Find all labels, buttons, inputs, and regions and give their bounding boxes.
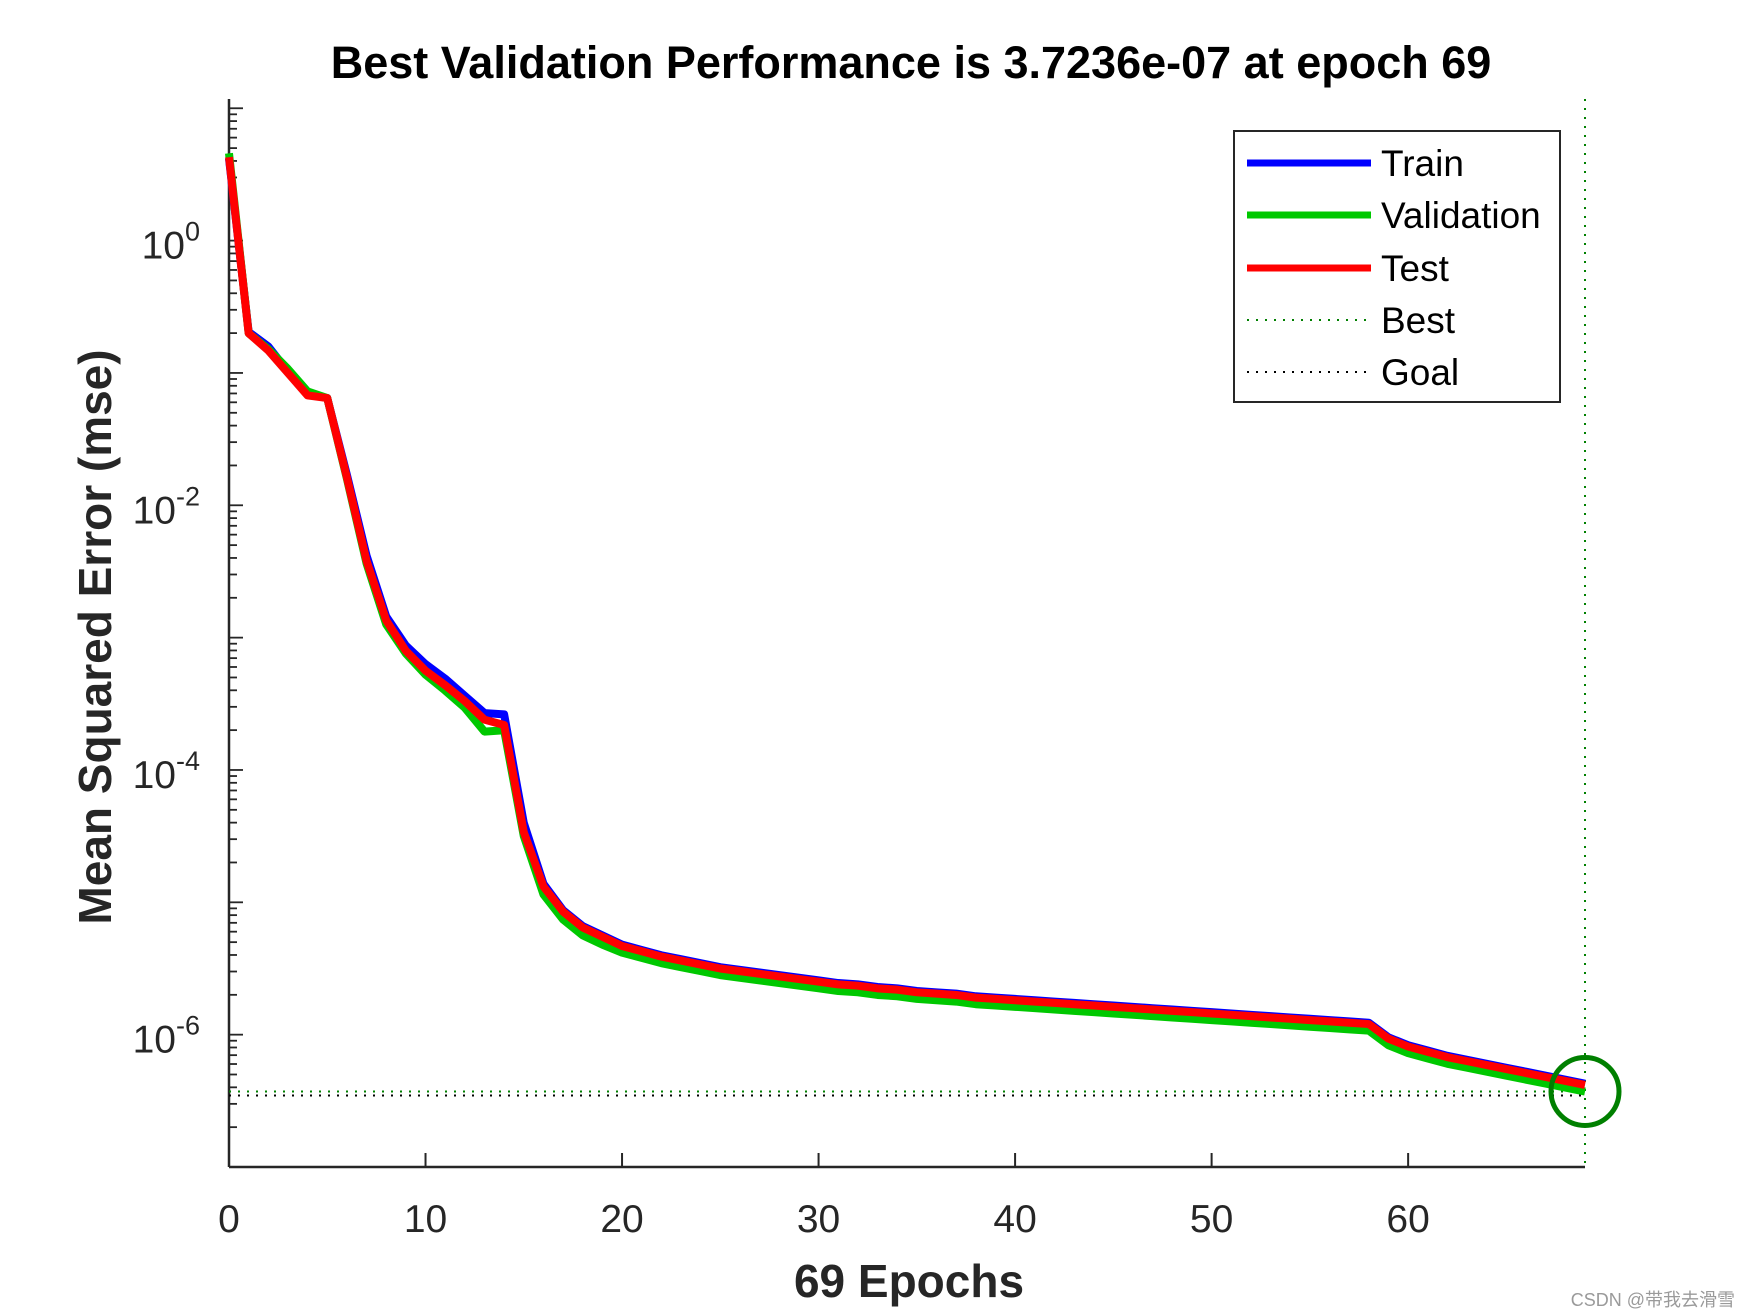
legend-label-best: Best — [1381, 300, 1456, 341]
legend: Train Validation Test Best Goal — [1233, 130, 1561, 403]
x-tick-label: 20 — [600, 1198, 643, 1241]
legend-label-train: Train — [1381, 143, 1464, 184]
x-axis-label: 69 Epochs — [794, 1255, 1024, 1307]
legend-label-goal: Goal — [1381, 352, 1459, 393]
x-tick-label: 40 — [993, 1198, 1036, 1241]
best-point-marker — [1548, 1054, 1622, 1128]
chart-title: Best Validation Performance is 3.7236e-0… — [331, 37, 1492, 88]
x-tick-label: 30 — [797, 1198, 840, 1241]
y-tick-label: 100 — [142, 217, 200, 268]
series-line-test — [225, 156, 1586, 1089]
x-tick-label: 0 — [218, 1198, 240, 1241]
x-tick-label: 60 — [1386, 1198, 1429, 1241]
x-tick-label: 10 — [404, 1198, 447, 1241]
series-line-validation — [225, 152, 1586, 1096]
legend-label-validation: Validation — [1381, 195, 1541, 236]
legend-label-test: Test — [1381, 248, 1450, 289]
y-axis-label: Mean Squared Error (mse) — [69, 349, 121, 924]
x-tick-label: 50 — [1190, 1198, 1233, 1241]
y-tick-label: 10-2 — [133, 481, 200, 532]
watermark: CSDN @带我去滑雪 — [1571, 1290, 1735, 1310]
y-tick-label: 10-4 — [133, 746, 200, 797]
y-tick-label: 10-6 — [133, 1011, 200, 1062]
